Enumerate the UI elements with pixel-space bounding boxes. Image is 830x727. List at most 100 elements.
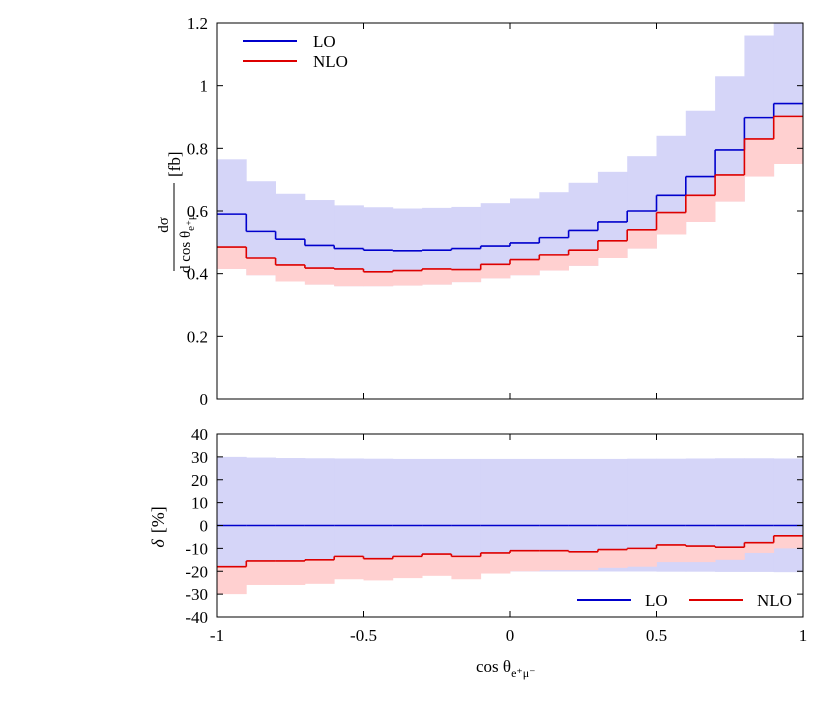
main-ytick-label-6: 1.2: [187, 14, 208, 33]
ratio-ytick-label-4: 0: [200, 517, 209, 536]
ratio-legend: LO NLO: [577, 591, 792, 610]
ratio-band-nlo-bin-3: [304, 559, 335, 584]
main-band-nlo-bin-7: [422, 268, 452, 285]
ratio-band-nlo-bin-1: [246, 560, 276, 585]
ratio-band-lo-bin-1: [246, 457, 276, 573]
ratio-ytick-label-6: 20: [191, 471, 208, 490]
ratio-band-lo-bin-3: [304, 458, 335, 572]
main-band-nlo-bin-2: [275, 264, 306, 282]
main-band-nlo-bin-15: [656, 212, 687, 235]
main-ylabel-denominator: d cos θe⁺μ⁻: [178, 208, 197, 273]
ratio-band-nlo-bin-17: [715, 547, 745, 560]
main-band-nlo-bin-0: [217, 247, 247, 269]
ratio-ytick-label-1: -30: [185, 585, 208, 604]
ratio-xtick-label-1: -0.5: [350, 626, 377, 645]
ratio-band-nlo-bin-13: [597, 549, 628, 568]
main-uncertainty-bands: [217, 23, 804, 287]
ratio-ylabel-symbol: δ: [148, 539, 168, 548]
ratio-band-lo-bin-2: [275, 458, 306, 572]
main-ytick-label-1: 0.2: [187, 327, 208, 346]
main-band-nlo-bin-19: [773, 116, 804, 164]
ratio-band-nlo-bin-9: [480, 552, 511, 574]
main-series-lines: [217, 102, 803, 273]
main-ytick-label-4: 0.8: [187, 139, 208, 158]
ratio-band-nlo-bin-11: [539, 550, 569, 571]
ratio-band-lo-bin-6: [392, 458, 423, 572]
main-legend-nlo-label: NLO: [313, 52, 348, 71]
ratio-band-nlo-bin-10: [510, 550, 540, 572]
ratio-band-lo-bin-0: [217, 456, 247, 573]
ratio-ytick-label-2: -20: [185, 562, 208, 581]
ratio-ytick-label-7: 30: [191, 448, 208, 467]
main-band-nlo-bin-16: [685, 195, 716, 222]
ratio-band-nlo-bin-4: [334, 556, 364, 580]
ratio-band-lo-bin-8: [451, 458, 482, 572]
main-band-nlo-bin-5: [363, 271, 394, 287]
ratio-ytick-label-5: 10: [191, 494, 208, 513]
ratio-uncertainty-bands: [217, 456, 804, 595]
ratio-band-nlo-bin-8: [451, 556, 482, 580]
ratio-ytick-label-8: 40: [191, 425, 208, 444]
main-ytick-label-5: 1: [200, 77, 209, 96]
main-ylabel-den-sub: e⁺μ⁻: [185, 208, 197, 231]
main-ylabel-den-text: d cos θ: [178, 231, 194, 273]
main-legend: LO NLO: [243, 32, 348, 71]
ratio-legend-nlo-label: NLO: [757, 591, 792, 610]
ratio-ytick-label-0: -40: [185, 608, 208, 627]
ratio-band-nlo-bin-16: [685, 546, 716, 563]
ratio-band-nlo-bin-19: [773, 535, 804, 549]
x-axis-label: cos θe⁺μ⁻: [476, 657, 536, 680]
main-band-nlo-bin-13: [597, 240, 628, 258]
ratio-ylabel-unit: [%]: [148, 506, 168, 533]
main-band-nlo-bin-4: [334, 268, 364, 287]
ratio-ytick-label-3: -10: [185, 539, 208, 558]
main-band-nlo-bin-11: [539, 254, 569, 271]
ratio-axis-ticks: -40 -30 -20 -10 0 10 20 30 40 -1 -0.5 0 0.5 1: [185, 425, 807, 645]
main-band-nlo-bin-9: [480, 264, 511, 279]
ratio-band-lo-bin-4: [334, 458, 364, 572]
main-y-axis-label: dσ d cos θe⁺μ⁻ [fb]: [156, 152, 197, 273]
ratio-band-lo-bin-7: [422, 458, 452, 572]
main-band-nlo-bin-10: [510, 259, 540, 276]
ratio-xtick-label-2: 0: [506, 626, 515, 645]
main-band-nlo-bin-8: [451, 269, 482, 283]
main-ytick-label-0: 0: [200, 390, 209, 409]
ratio-band-nlo-bin-14: [627, 548, 657, 567]
ratio-band-nlo-bin-6: [392, 556, 423, 579]
main-axis-ticks: 0 0.2 0.4 0.6 0.8 1 1.2: [187, 14, 804, 409]
ratio-legend-lo-label: LO: [645, 591, 668, 610]
main-ylabel-numerator: dσ: [156, 217, 172, 233]
main-ylabel-unit: [fb]: [165, 152, 184, 177]
main-panel: 0 0.2 0.4 0.6 0.8 1 1.2 LO NLO dσ d cos θe⁺μ⁻ …: [156, 14, 804, 409]
ratio-band-lo-bin-18: [744, 458, 775, 572]
ratio-xtick-label-3: 0.5: [646, 626, 667, 645]
main-ytick-label-3: 0.6: [187, 202, 208, 221]
main-legend-lo-label: LO: [313, 32, 336, 51]
ratio-ylabel-text: δ [%]: [148, 506, 168, 547]
ratio-band-nlo-bin-15: [656, 544, 687, 563]
ratio-band-nlo-bin-2: [275, 560, 306, 585]
main-band-nlo-bin-17: [715, 174, 745, 202]
x-axis-label-sub: e⁺μ⁻: [511, 666, 535, 680]
main-band-nlo-bin-6: [392, 270, 423, 286]
ratio-band-lo-bin-19: [773, 458, 804, 573]
ratio-band-nlo-bin-18: [744, 542, 775, 553]
main-band-nlo-bin-18: [744, 138, 775, 177]
main-band-nlo-bin-1: [246, 258, 276, 276]
main-ytick-label-2: 0.4: [187, 265, 209, 284]
ratio-band-nlo-bin-7: [422, 554, 452, 576]
ratio-y-axis-label: δ [%]: [148, 506, 168, 547]
ratio-xtick-label-4: 1: [799, 626, 808, 645]
x-axis-label-main: cos θ: [476, 657, 511, 676]
main-band-nlo-bin-14: [627, 229, 657, 249]
ratio-band-nlo-bin-12: [568, 551, 599, 571]
ratio-series-lines: [217, 524, 803, 568]
main-band-nlo-bin-12: [568, 250, 599, 266]
main-band-nlo-bin-3: [304, 268, 335, 285]
ratio-band-lo-bin-5: [363, 458, 394, 572]
ratio-band-nlo-bin-5: [363, 558, 394, 581]
ratio-xtick-label-0: -1: [210, 626, 224, 645]
